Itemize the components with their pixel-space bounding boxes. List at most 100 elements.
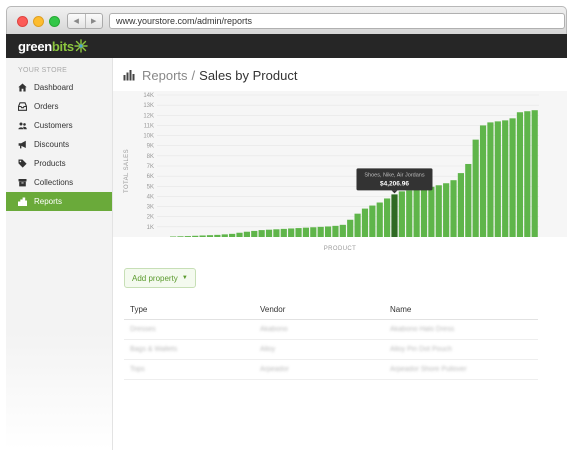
megaphone-icon xyxy=(18,140,27,149)
bar[interactable] xyxy=(443,183,450,237)
sidebar-item-label: Orders xyxy=(34,102,59,111)
bar[interactable] xyxy=(258,230,265,237)
bar[interactable] xyxy=(177,236,184,237)
bar[interactable] xyxy=(457,173,464,237)
bar[interactable] xyxy=(398,191,405,237)
bar[interactable] xyxy=(531,110,538,237)
y-tick-label: 6K xyxy=(147,174,154,180)
y-tick-label: 2K xyxy=(147,215,154,221)
bar[interactable] xyxy=(199,235,206,237)
bar[interactable] xyxy=(221,234,228,237)
sidebar-item-dashboard[interactable]: Dashboard xyxy=(6,78,112,97)
brand-logo[interactable]: greenbits xyxy=(18,39,74,54)
x-axis-label: PRODUCT xyxy=(323,246,357,252)
y-axis-label: TOTAL SALES xyxy=(124,149,130,193)
tooltip-value: $4,206.96 xyxy=(380,180,409,187)
back-button[interactable]: ◀ xyxy=(68,14,86,28)
bar[interactable] xyxy=(435,185,442,237)
bar[interactable] xyxy=(494,121,501,237)
bar[interactable] xyxy=(184,236,191,237)
bar[interactable] xyxy=(273,229,280,237)
bar[interactable] xyxy=(384,198,391,237)
y-tick-label: 10K xyxy=(143,134,154,140)
sidebar-item-discounts[interactable]: Discounts xyxy=(6,135,112,154)
bar[interactable] xyxy=(369,205,376,237)
bar[interactable] xyxy=(317,226,324,237)
bar[interactable] xyxy=(310,227,317,237)
bar[interactable] xyxy=(428,186,435,237)
bar[interactable] xyxy=(465,163,472,237)
bar[interactable] xyxy=(192,235,199,237)
bar[interactable] xyxy=(214,234,221,237)
logo-text-green: green xyxy=(18,39,52,54)
bar[interactable] xyxy=(280,228,287,237)
bar-chart-icon xyxy=(18,197,27,206)
cell-name: Akabono Halo Dress xyxy=(390,326,455,333)
y-tick-label: 1K xyxy=(147,225,154,231)
bar[interactable] xyxy=(406,190,413,237)
inbox-icon xyxy=(18,102,27,111)
bar[interactable] xyxy=(302,227,310,237)
close-window-button[interactable] xyxy=(17,16,28,27)
app-header: greenbits xyxy=(6,34,567,58)
bar[interactable] xyxy=(236,232,243,237)
page-title: Reports / Sales by Product xyxy=(123,66,297,84)
spark-logo-icon xyxy=(74,39,88,53)
browser-toolbar: ◀ ▶ www.yourstore.com/admin/reports xyxy=(6,6,567,34)
bar[interactable] xyxy=(206,235,214,237)
logo-text-bits: bits xyxy=(51,39,74,54)
add-property-button[interactable]: Add property ▼ xyxy=(124,268,196,288)
bar[interactable] xyxy=(524,111,531,237)
bar[interactable] xyxy=(243,231,250,237)
sidebar-item-customers[interactable]: Customers xyxy=(6,116,112,135)
y-tick-label: 3K xyxy=(147,205,154,211)
sidebar-item-products[interactable]: Products xyxy=(6,154,112,173)
sidebar-item-orders[interactable]: Orders xyxy=(6,97,112,116)
chevron-down-icon: ▼ xyxy=(181,275,188,281)
bottom-fade-overlay xyxy=(113,388,567,450)
column-header-type[interactable]: Type xyxy=(130,305,148,314)
bar[interactable] xyxy=(324,226,332,237)
table-row[interactable]: Tops Arpeador Arpeador Shore Pullover xyxy=(124,360,538,380)
bar[interactable] xyxy=(472,139,479,237)
zoom-window-button[interactable] xyxy=(49,16,60,27)
bar[interactable] xyxy=(516,112,524,237)
bar[interactable] xyxy=(376,202,383,237)
bar[interactable] xyxy=(265,229,273,237)
bar[interactable] xyxy=(295,228,302,237)
sales-bar-chart: 1K 2K 3K 4K 5K 6K 7K 8K 9K 10K 11K 12K 13K 14K TOTAL S… xyxy=(124,93,539,237)
url-bar[interactable]: www.yourstore.com/admin/reports xyxy=(109,13,565,29)
forward-button[interactable]: ▶ xyxy=(91,18,97,25)
bar[interactable] xyxy=(229,233,236,237)
y-tick-label: 8K xyxy=(147,154,154,160)
column-header-vendor[interactable]: Vendor xyxy=(260,305,286,314)
sidebar-heading: YOUR STORE xyxy=(18,67,68,74)
table-row[interactable]: Bags & Wallets Alloy Alloy Pin Dot Pouch xyxy=(124,340,538,360)
bar[interactable] xyxy=(339,224,346,237)
sidebar-item-collections[interactable]: Collections xyxy=(6,173,112,192)
sidebar-item-label: Dashboard xyxy=(34,83,74,92)
bar[interactable] xyxy=(413,189,420,237)
highlighted-bar[interactable] xyxy=(391,194,398,237)
sidebar-item-reports[interactable]: Reports xyxy=(6,192,112,211)
breadcrumb-reports[interactable]: Reports xyxy=(142,67,188,83)
sidebar-item-label: Discounts xyxy=(34,140,70,149)
bar[interactable] xyxy=(170,236,177,237)
bar[interactable] xyxy=(450,180,457,237)
bar[interactable] xyxy=(288,228,295,237)
bar[interactable] xyxy=(509,118,516,237)
bar[interactable] xyxy=(354,213,361,237)
cell-name: Arpeador Shore Pullover xyxy=(390,366,467,373)
y-tick-label: 4K xyxy=(147,194,154,200)
bar[interactable] xyxy=(332,225,339,237)
bar[interactable] xyxy=(347,219,354,237)
bar[interactable] xyxy=(420,188,428,237)
bar[interactable] xyxy=(251,230,258,237)
minimize-window-button[interactable] xyxy=(33,16,44,27)
bar[interactable] xyxy=(479,125,487,237)
column-header-name[interactable]: Name xyxy=(390,305,412,314)
bar[interactable] xyxy=(361,208,369,237)
bar[interactable] xyxy=(502,120,509,237)
bar[interactable] xyxy=(487,122,494,237)
table-row[interactable]: Dresses Akabono Akabono Halo Dress xyxy=(124,320,538,340)
